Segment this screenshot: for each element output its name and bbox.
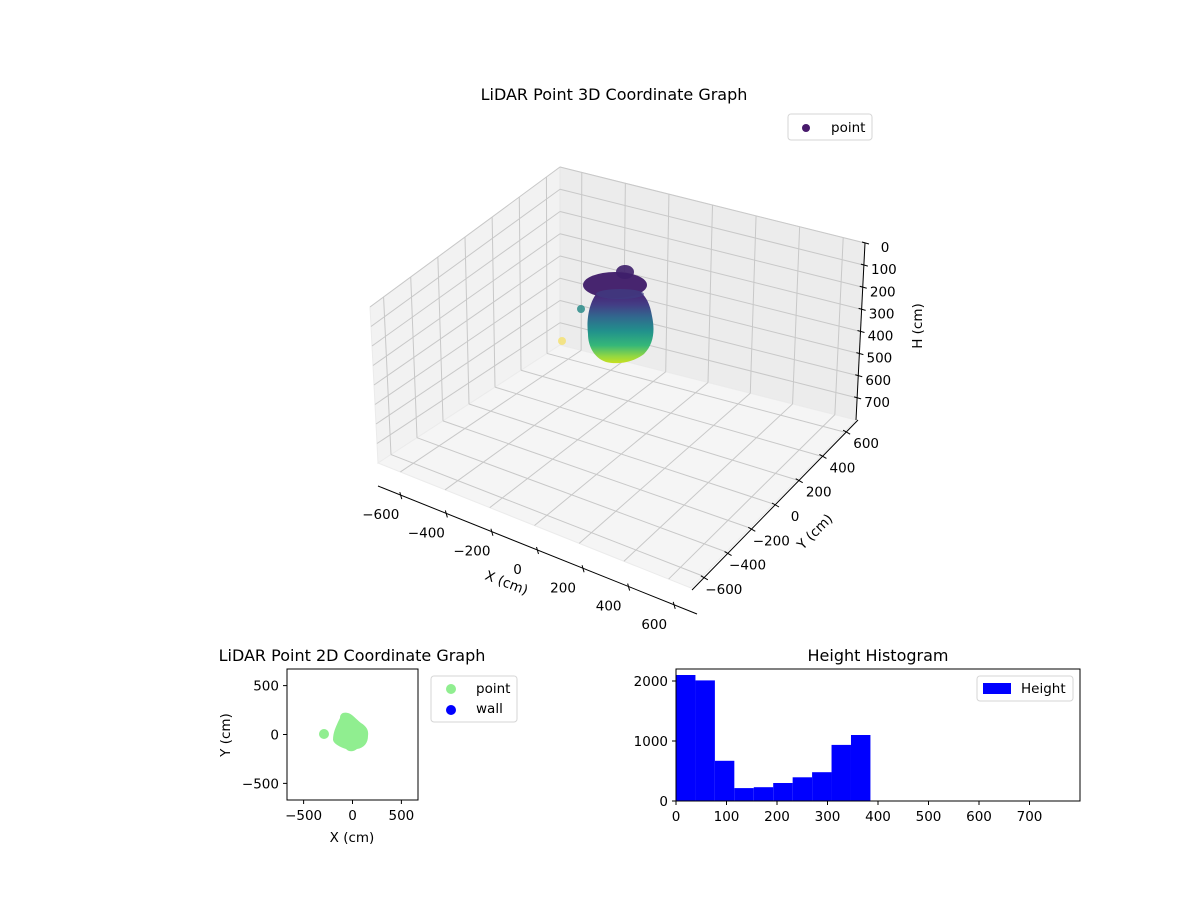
y-tick-label-2d: 500 bbox=[253, 679, 279, 695]
point-cluster-top bbox=[616, 265, 634, 279]
x-axis-label-3d: X (cm) bbox=[483, 568, 530, 599]
histogram-bar bbox=[734, 788, 754, 801]
z-tick-label-3d: 200 bbox=[870, 284, 896, 300]
y-tick-label-3d: 600 bbox=[853, 436, 879, 452]
x-tick-label-3d: −400 bbox=[408, 525, 445, 541]
histogram-x-tick-label: 100 bbox=[714, 809, 740, 825]
z-tick-label-3d: 400 bbox=[868, 329, 894, 345]
histogram-legend-label: Height bbox=[1021, 681, 1066, 697]
histogram-bar bbox=[695, 680, 715, 801]
histogram-y-tick-label: 0 bbox=[659, 794, 668, 810]
histogram-legend-frame bbox=[976, 675, 1074, 702]
plot-3d-title: LiDAR Point 3D Coordinate Graph bbox=[481, 85, 748, 104]
x-tick-label-3d: 0 bbox=[513, 562, 522, 578]
z-tick-label-3d: 0 bbox=[881, 240, 890, 256]
histogram-y-tick-label: 1000 bbox=[634, 734, 668, 750]
plot-2d-title: LiDAR Point 2D Coordinate Graph bbox=[219, 646, 486, 665]
z-tick-label-3d: 100 bbox=[871, 262, 897, 278]
x-tick-label-3d: −200 bbox=[453, 544, 490, 560]
histogram-bar bbox=[812, 772, 832, 801]
y-tick-label-3d: 200 bbox=[806, 485, 832, 501]
histogram-x-tick-label: 700 bbox=[1017, 809, 1043, 825]
histogram-bars bbox=[676, 675, 871, 801]
x-tick-label-3d: 200 bbox=[550, 580, 576, 596]
histogram-legend: Height bbox=[976, 675, 1074, 702]
x-tick-label-3d: 400 bbox=[596, 599, 622, 615]
histogram-bar bbox=[831, 744, 851, 801]
legend-2d-label-point: point bbox=[476, 681, 510, 697]
legend-2d-marker-wall bbox=[446, 705, 456, 715]
histogram-y-tick-label: 2000 bbox=[634, 674, 668, 690]
scatter-2d-outlier bbox=[319, 729, 329, 739]
outlier-point-high bbox=[558, 337, 566, 345]
histogram-x-tick-label: 600 bbox=[966, 809, 992, 825]
histogram-x-tick-label: 0 bbox=[672, 809, 681, 825]
x-tick-label-2d: 500 bbox=[388, 808, 414, 824]
histogram-ticks: 0 100 200 300 400 500 600 700 0 1000 2000 bbox=[634, 674, 1043, 825]
plot-3d: LiDAR Point 3D Coordinate Graph −600 −400… bbox=[362, 85, 926, 633]
x-tick-label-3d: 600 bbox=[641, 617, 667, 633]
histogram-bar bbox=[792, 777, 813, 801]
point-cluster-body bbox=[587, 292, 654, 364]
y-tick-label-3d: 0 bbox=[791, 509, 800, 525]
outlier-point-low bbox=[577, 305, 585, 313]
point-cluster-shadow bbox=[596, 289, 644, 299]
legend-3d-frame bbox=[787, 113, 873, 141]
plot-histogram: Height Histogram 0 100 200 300 400 500 600 7000… bbox=[634, 646, 1081, 825]
y-axis-label-3d: Y (cm) bbox=[793, 511, 836, 554]
legend-2d: point wall bbox=[430, 675, 518, 723]
y-tick-label-2d: 0 bbox=[270, 728, 279, 744]
scatter-2d-points bbox=[319, 712, 369, 752]
legend-2d-label-wall: wall bbox=[476, 701, 503, 717]
ticks-3d: −600−400−2000200400600−600−400−200020040… bbox=[362, 240, 897, 633]
histogram-bar bbox=[850, 735, 871, 801]
y-tick-label-3d: −600 bbox=[705, 582, 742, 598]
grid-3d bbox=[369, 166, 866, 580]
y-tick-label-2d: −500 bbox=[242, 776, 279, 792]
x-tick-label-2d: 0 bbox=[348, 808, 357, 824]
histogram-bar bbox=[773, 783, 793, 801]
x-tick-label-2d: −500 bbox=[285, 808, 322, 824]
scatter-2d-cluster bbox=[333, 712, 369, 752]
z-tick-label-3d: 600 bbox=[865, 373, 891, 389]
legend-3d-marker bbox=[802, 124, 810, 132]
histogram-x-tick-label: 200 bbox=[764, 809, 790, 825]
z-tick-label-3d: 700 bbox=[864, 395, 890, 411]
plot-2d-xlabel: X (cm) bbox=[330, 830, 375, 846]
histogram-legend-swatch bbox=[983, 683, 1011, 694]
point-cloud-3d bbox=[558, 265, 654, 364]
legend-3d-label: point bbox=[831, 120, 865, 136]
histogram-x-tick-label: 300 bbox=[815, 809, 841, 825]
histogram-x-tick-label: 500 bbox=[916, 809, 942, 825]
z-axis-label-3d: H (cm) bbox=[910, 303, 926, 349]
histogram-bar bbox=[753, 787, 774, 801]
z-tick-label-3d: 500 bbox=[866, 351, 892, 367]
legend-2d-marker-point bbox=[446, 684, 456, 694]
plot-2d-ylabel: Y (cm) bbox=[218, 713, 234, 758]
ticks-2d: −500 0 500 −500 0 500 bbox=[242, 679, 414, 824]
y-tick-label-3d: −200 bbox=[753, 533, 790, 549]
y-tick-label-3d: 400 bbox=[830, 460, 856, 476]
histogram-bar bbox=[676, 675, 696, 801]
plot-2d: LiDAR Point 2D Coordinate Graph −500 0 500… bbox=[218, 646, 518, 846]
histogram-title: Height Histogram bbox=[808, 646, 949, 665]
y-tick-label-3d: −400 bbox=[729, 558, 766, 574]
legend-3d: point bbox=[787, 113, 873, 141]
histogram-bar bbox=[714, 760, 735, 801]
x-tick-label-3d: −600 bbox=[362, 507, 399, 523]
z-tick-label-3d: 300 bbox=[869, 306, 895, 322]
histogram-x-tick-label: 400 bbox=[865, 809, 891, 825]
